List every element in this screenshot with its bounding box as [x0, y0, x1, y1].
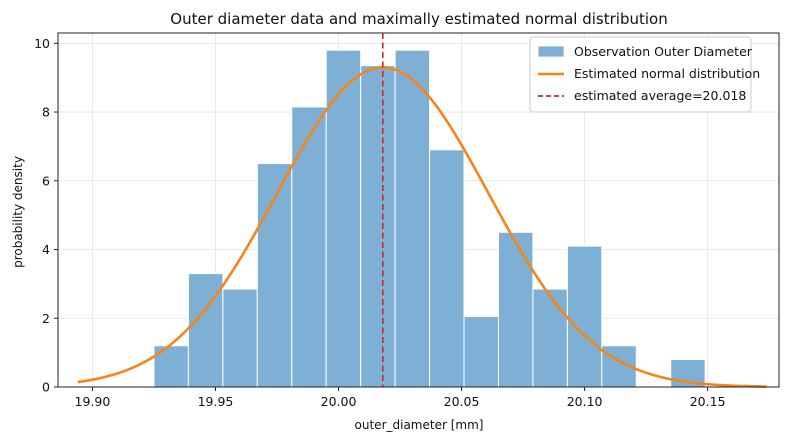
histogram-bar: [256, 163, 293, 388]
y-tick-label: 2: [42, 311, 50, 326]
x-tick-label: 20.15: [690, 394, 726, 409]
histogram-bar: [394, 49, 431, 388]
legend-label-normal-curve: Estimated normal distribution: [574, 66, 760, 81]
x-tick-label: 20.05: [444, 394, 480, 409]
histogram-bar: [429, 149, 465, 388]
y-tick-label: 8: [42, 105, 50, 120]
plot-frame: [57, 32, 780, 388]
y-axis-ticks: 0 2 4 6 8 10: [34, 36, 58, 395]
x-tick-label: 19.90: [75, 394, 111, 409]
y-tick-label: 10: [34, 36, 50, 51]
y-axis-label: probability density: [11, 156, 25, 268]
histogram-bar: [532, 288, 568, 388]
x-tick-label: 20.00: [321, 394, 357, 409]
legend-swatch-histogram: [537, 45, 565, 58]
x-tick-label: 19.95: [198, 394, 234, 409]
y-tick-label: 4: [42, 242, 50, 257]
normal-curve-layer: [77, 66, 767, 388]
legend-label-mean-line: estimated average=20.018: [574, 88, 746, 103]
histogram-bar: [497, 231, 534, 388]
histogram-bar: [291, 106, 327, 388]
x-axis-ticks: 19.90 19.95 20.00 20.05 20.10 20.15: [75, 387, 726, 409]
histogram-bar: [566, 245, 603, 388]
normal-curve: [77, 66, 767, 388]
histogram-bar: [360, 65, 396, 388]
y-tick-label: 0: [42, 380, 50, 395]
histogram-bar: [463, 316, 499, 388]
legend: Observation Outer Diameter Estimated nor…: [529, 36, 760, 113]
legend-label-histogram: Observation Outer Diameter: [574, 44, 753, 59]
histogram-bar: [325, 49, 362, 388]
x-axis-label: outer_diameter [mm]: [355, 418, 484, 432]
histogram-bar: [222, 288, 258, 388]
y-tick-label: 6: [42, 173, 50, 188]
chart-title: Outer diameter data and maximally estima…: [170, 10, 667, 28]
histogram-bar: [187, 273, 224, 388]
legend-box: [529, 36, 752, 113]
x-tick-label: 20.10: [567, 394, 603, 409]
